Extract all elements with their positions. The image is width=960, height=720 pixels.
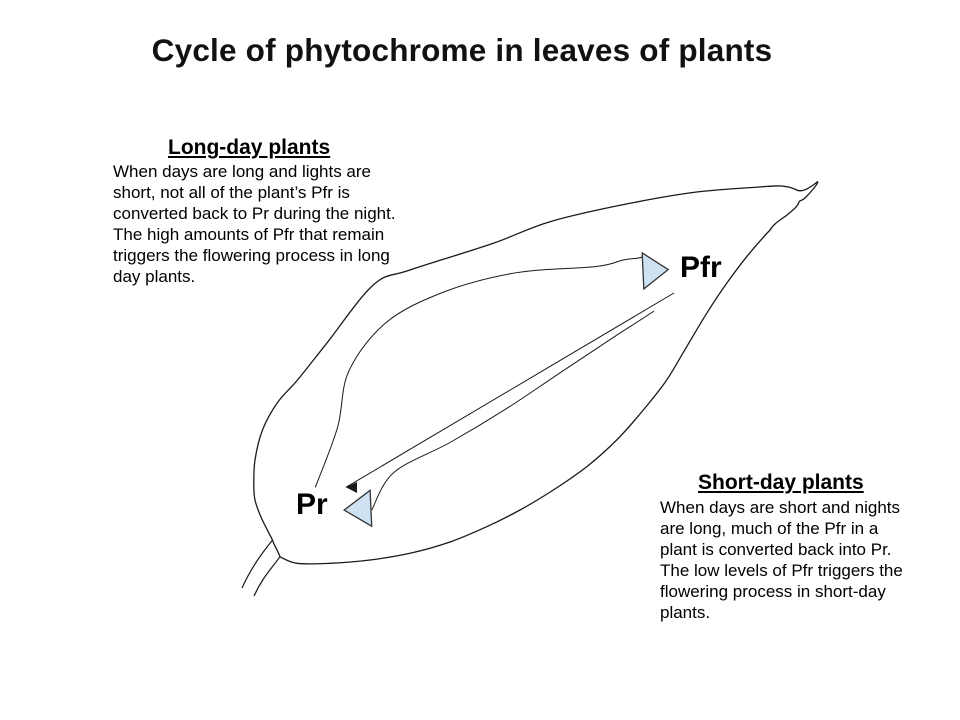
svg-text:Pr: Pr [296,488,328,521]
svg-text:Pfr: Pfr [680,251,722,284]
